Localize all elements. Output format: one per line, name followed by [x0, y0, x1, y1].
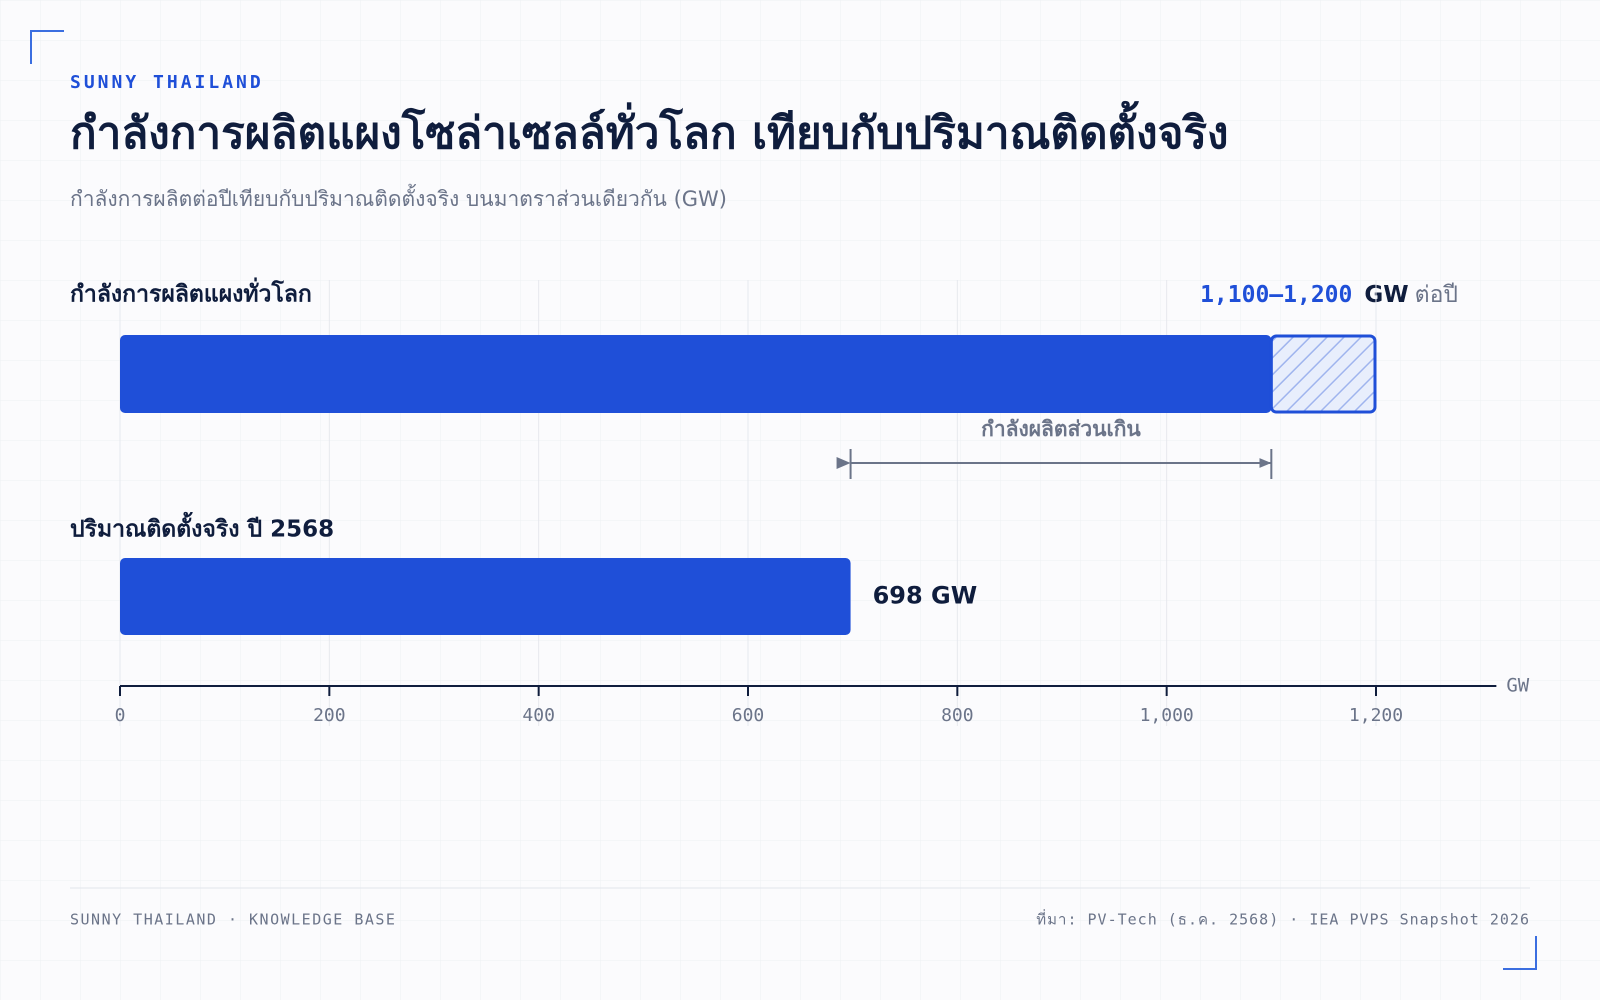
value-label: 698 GW	[873, 582, 978, 610]
eyebrow: SUNNY THAILAND	[70, 72, 264, 93]
x-tick-label: 1,200	[1349, 705, 1403, 726]
x-tick-label: 200	[313, 705, 346, 726]
footer-left: SUNNY THAILAND · KNOWLEDGE BASE	[70, 911, 396, 929]
range-bar	[1269, 334, 1377, 414]
unit-label: GW	[1364, 282, 1408, 308]
corner-mark	[30, 30, 64, 64]
category-label: กำลังการผลิตแผงทั่วโลก	[70, 277, 312, 308]
x-tick-label: 1,000	[1140, 705, 1194, 726]
x-tick-label: 800	[941, 705, 974, 726]
corner-mark	[1503, 936, 1537, 970]
x-tick-label: 400	[522, 705, 555, 726]
value-label: 1,100–1,200 GW ต่อปี	[1200, 282, 1458, 308]
x-tick-label: 0	[115, 705, 126, 726]
subtitle: กำลังการผลิตต่อปีเทียบกับปริมาณติดตั้งจร…	[70, 184, 727, 211]
suffix-label: ต่อปี	[1415, 282, 1458, 308]
annotation-arrow	[836, 457, 851, 469]
bar	[120, 558, 851, 635]
range-label: 1,100–1,200	[1200, 282, 1352, 308]
footer-source: ที่มา: PV-Tech (ธ.ค. 2568) · IEA PVPS Sn…	[1036, 909, 1530, 929]
category-label: ปริมาณติดตั้งจริง ปี 2568	[70, 512, 334, 543]
x-axis-label: GW	[1506, 675, 1529, 697]
bar	[120, 335, 1272, 413]
chart-title: กำลังการผลิตแผงโซล่าเซลล์ทั่วโลก เทียบกั…	[70, 100, 1229, 159]
x-tick-label: 600	[732, 705, 765, 726]
annotation-label: กำลังผลิตส่วนเกิน	[981, 417, 1141, 441]
